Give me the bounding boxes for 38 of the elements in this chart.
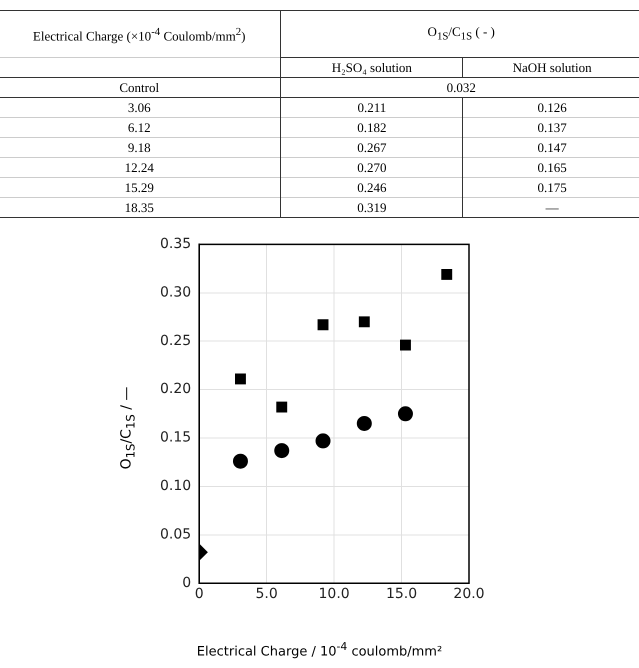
y-tick-label: 15.29 bbox=[0, 178, 281, 198]
data-label: 0.319 bbox=[280, 198, 463, 218]
y-tick-label: 0.10 bbox=[160, 478, 192, 494]
y-tick-label: 0.30 bbox=[160, 284, 192, 300]
x-tick-label: NaOH solution bbox=[462, 58, 639, 78]
y-tick-label: 9.18 bbox=[0, 138, 281, 158]
x-tick-label: 0 bbox=[194, 586, 204, 602]
data-label: 0.211 bbox=[280, 98, 463, 118]
y-tick-label: Control bbox=[0, 78, 281, 98]
data-label: 0.032 bbox=[280, 78, 639, 98]
y-axis-title: Electrical Charge (×10$^{-4}$ Coulomb/mm$^{2}$) bbox=[0, 10, 281, 58]
x-axis-title: Electrical Charge / 10$^{-4}$ coulomb/mm² bbox=[196, 640, 444, 660]
chart-title: O$_{1S}$/C$_{1S}$ ( - ) bbox=[280, 10, 639, 58]
data-label: 0.147 bbox=[462, 138, 639, 158]
x-tick-label: 5.0 bbox=[255, 586, 278, 602]
data-label: 0.270 bbox=[280, 158, 463, 178]
data-label: 0.182 bbox=[280, 118, 463, 138]
data-label: 0.175 bbox=[462, 178, 639, 198]
data-label: 0.137 bbox=[462, 118, 639, 138]
x-tick-label: 15.0 bbox=[386, 586, 418, 602]
y-tick-label: 0.05 bbox=[160, 526, 192, 542]
y-tick-label: 0.20 bbox=[160, 381, 192, 398]
y-tick-label: 18.35 bbox=[0, 198, 281, 218]
y-tick-label: 6.12 bbox=[0, 118, 281, 138]
text: — bbox=[546, 200, 559, 215]
y-tick-label: 0.15 bbox=[160, 430, 192, 446]
y-tick-label: 0.25 bbox=[160, 332, 192, 349]
data-label: 0.165 bbox=[462, 158, 639, 178]
y-tick-label: 0.35 bbox=[160, 236, 192, 252]
y-tick-label: 3.06 bbox=[0, 98, 281, 118]
x-tick-label: H₂SO₄ solution bbox=[280, 58, 463, 78]
data-label: 0.126 bbox=[462, 98, 639, 118]
y-tick-label: 0 bbox=[182, 574, 192, 591]
x-tick-label: 20.0 bbox=[453, 586, 485, 602]
data-label: 0.267 bbox=[280, 138, 463, 158]
y-tick-label: 12.24 bbox=[0, 158, 281, 178]
x-tick-label: 10.0 bbox=[318, 586, 350, 602]
data-label: 0.246 bbox=[280, 178, 463, 198]
